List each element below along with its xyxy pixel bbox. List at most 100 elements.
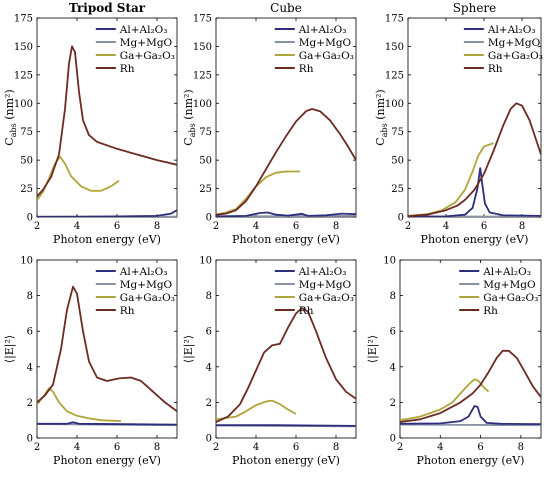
x-axis-label: Photon energy (eV) — [53, 454, 161, 467]
series-line-ga — [400, 378, 490, 422]
y-tick-label: 50 — [20, 156, 33, 167]
series-line-rh — [216, 108, 356, 216]
series-line-ga — [216, 399, 297, 421]
chart-title: Sphere — [453, 1, 497, 15]
series-line-al — [216, 211, 356, 217]
x-tick-label: 6 — [114, 442, 120, 453]
chart-title: Cube — [270, 1, 302, 15]
series-line-ga — [37, 387, 122, 422]
y-tick-label: 6 — [27, 327, 33, 338]
plot-frame — [215, 259, 357, 439]
x-tick-label: 4 — [74, 442, 80, 453]
x-tick-label: 8 — [154, 221, 160, 232]
legend-label-mg: Mg+MgO — [483, 279, 536, 291]
plot-frame — [36, 259, 178, 439]
series-line-rh — [216, 307, 356, 423]
series-line-al — [216, 424, 356, 427]
legend-label-mg: Mg+MgO — [120, 37, 173, 49]
y-tick-label: 100 — [385, 99, 404, 110]
series-line-al — [37, 421, 177, 426]
y-tick-label: 0 — [27, 434, 33, 445]
y-tick-label: 8 — [206, 291, 212, 302]
y-tick-label: 10 — [383, 256, 396, 267]
y-tick-label: 10 — [199, 256, 212, 267]
y-tick-label: 25 — [199, 184, 212, 195]
y-axis-label: Cabs (nm²) — [182, 89, 197, 145]
series-line-rh — [37, 45, 177, 198]
legend-label-rh: Rh — [299, 305, 314, 317]
legend-label-rh: Rh — [483, 305, 498, 317]
y-tick-label: 4 — [390, 362, 396, 373]
legend-label-rh: Rh — [299, 63, 314, 75]
y-tick-label: 125 — [14, 70, 33, 81]
legend-label-al: Al+Al₂O₃ — [298, 24, 347, 36]
x-tick-label: 4 — [253, 221, 259, 232]
y-tick-label: 100 — [14, 99, 33, 110]
x-tick-label: 8 — [333, 442, 339, 453]
y-tick-label: 0 — [27, 213, 33, 224]
y-tick-label: 75 — [199, 127, 212, 138]
legend-label-al: Al+Al₂O₃ — [482, 266, 531, 278]
x-tick-label: 2 — [213, 442, 219, 453]
legend-label-al: Al+Al₂O₃ — [298, 266, 347, 278]
y-tick-label: 10 — [20, 256, 33, 267]
x-tick-label: 4 — [443, 221, 449, 232]
y-tick-label: 2 — [390, 398, 396, 409]
series-line-al — [400, 405, 541, 425]
y-tick-label: 25 — [20, 184, 33, 195]
legend-label-rh: Rh — [120, 305, 135, 317]
y-tick-label: 6 — [390, 327, 396, 338]
x-tick-label: 2 — [213, 221, 219, 232]
series-line-rh — [37, 285, 177, 413]
x-tick-label: 2 — [34, 221, 40, 232]
y-tick-label: 75 — [20, 127, 33, 138]
x-tick-label: 6 — [293, 442, 299, 453]
x-tick-label: 2 — [405, 221, 411, 232]
legend-label-ga: Ga+Ga₂O₃ — [488, 50, 543, 62]
legend-label-mg: Mg+MgO — [299, 37, 352, 49]
series-line-al — [408, 167, 541, 217]
x-tick-label: 4 — [437, 442, 443, 453]
y-axis-label: ⟨|E|²⟩ — [182, 335, 196, 363]
series-line-rh — [400, 349, 541, 423]
y-tick-label: 75 — [391, 127, 404, 138]
y-tick-label: 2 — [206, 398, 212, 409]
y-tick-label: 4 — [206, 362, 212, 373]
legend-label-rh: Rh — [120, 63, 135, 75]
y-tick-label: 0 — [206, 213, 212, 224]
x-tick-label: 8 — [333, 221, 339, 232]
y-tick-label: 8 — [390, 291, 396, 302]
y-tick-label: 100 — [193, 99, 212, 110]
y-tick-label: 6 — [206, 327, 212, 338]
y-tick-label: 175 — [14, 14, 33, 25]
legend-label-ga: Ga+Ga₂O₃ — [120, 50, 175, 62]
plot-frame — [399, 259, 542, 439]
y-tick-label: 150 — [14, 42, 33, 53]
legend-label-al: Al+Al₂O₃ — [119, 266, 168, 278]
x-tick-label: 6 — [481, 221, 487, 232]
x-tick-label: 2 — [34, 442, 40, 453]
y-tick-label: 150 — [385, 42, 404, 53]
legend-label-ga: Ga+Ga₂O₃ — [120, 292, 175, 304]
legend-label-mg: Mg+MgO — [488, 37, 541, 49]
x-tick-label: 6 — [114, 221, 120, 232]
y-tick-label: 4 — [27, 362, 33, 373]
y-tick-label: 50 — [391, 156, 404, 167]
y-axis-label: ⟨|E|²⟩ — [366, 335, 380, 363]
series-line-al — [37, 209, 177, 217]
x-axis-label: Photon energy (eV) — [53, 233, 161, 246]
y-tick-label: 0 — [390, 434, 396, 445]
y-tick-label: 0 — [398, 213, 404, 224]
x-tick-label: 8 — [518, 442, 524, 453]
x-axis-label: Photon energy (eV) — [417, 454, 525, 467]
x-tick-label: 4 — [253, 442, 259, 453]
legend-label-al: Al+Al₂O₃ — [487, 24, 536, 36]
x-tick-label: 8 — [519, 221, 525, 232]
y-tick-label: 2 — [27, 398, 33, 409]
x-tick-label: 6 — [477, 442, 483, 453]
series-line-mg — [400, 423, 541, 427]
series-line-rh — [408, 102, 541, 217]
